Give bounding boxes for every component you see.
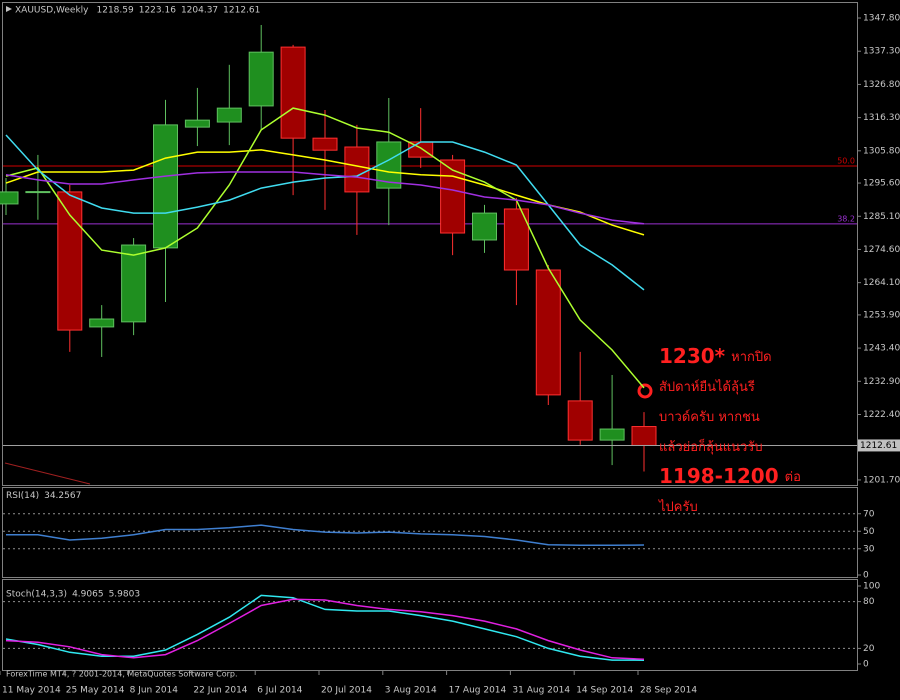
annotation: บาวด์ครับ หากชน: [659, 409, 760, 425]
candle-body: [184, 119, 210, 128]
y-tick-label: 1201.70: [863, 475, 900, 485]
y-tick-label: 1316.30: [863, 113, 900, 123]
annotation-part: 1198-1200: [659, 464, 779, 488]
annotation: สัปดาห์ยืนได้ลุ้นรี: [659, 379, 755, 395]
indicator-title: RSI(14): [6, 491, 39, 501]
y-tick-label: 100: [863, 582, 880, 592]
annotation: 1198-1200 ต่อ: [659, 464, 801, 488]
indicator-value: 34.2567: [44, 491, 81, 501]
annotation-part: แล้วย่อก็ลุ้นแนวรับ: [659, 437, 763, 455]
x-tick-label: 17 Aug 2014: [449, 686, 507, 696]
annotation: แล้วย่อก็ลุ้นแนวรับ: [659, 437, 763, 455]
x-tick-label: 8 Jun 2014: [130, 686, 179, 696]
candle-body: [535, 269, 561, 396]
annotation-part: หากปิด: [731, 350, 771, 365]
price-label: 1212.61: [860, 441, 897, 451]
candle-body: [503, 208, 529, 271]
ohlc-value: 1218.59: [97, 6, 134, 16]
stoch-frame: [2, 579, 858, 671]
y-tick-label: 1285.10: [863, 212, 900, 222]
y-tick-label: 1295.60: [863, 179, 900, 189]
candle-body: [567, 400, 593, 441]
symbol-label: XAUUSD,Weekly: [15, 6, 89, 16]
y-tick-label: 80: [863, 597, 875, 607]
y-tick-label: 30: [863, 544, 875, 554]
candle-body: [57, 191, 83, 331]
symbol-icon: [6, 6, 12, 12]
candle-body: [440, 159, 466, 234]
x-tick-label: 14 Sep 2014: [576, 686, 633, 696]
rsi-frame: [2, 487, 858, 578]
copyright: ForexTime MT4, ? 2001-2014, MetaQuotes S…: [6, 670, 238, 679]
annotation-part: บาวด์ครับ หากชน: [659, 409, 760, 425]
y-tick-label: 0: [863, 571, 869, 581]
y-tick-label: 50: [863, 527, 875, 537]
x-tick-label: 31 Aug 2014: [512, 686, 570, 696]
y-tick-label: 0: [863, 660, 869, 670]
candle-body: [631, 426, 657, 446]
x-tick-label: 6 Jul 2014: [257, 686, 302, 696]
y-tick-label: 1326.80: [863, 80, 900, 90]
x-tick-label: 28 Sep 2014: [640, 686, 697, 696]
indicator-value: 5.9803: [109, 590, 141, 600]
ohlc-value: 1212.61: [223, 6, 260, 16]
candle-body: [153, 124, 178, 249]
annotation: ไปครับ: [658, 499, 698, 515]
indicator-line: [6, 524, 645, 547]
annotation-part: ต่อ: [785, 470, 801, 485]
price-box: [858, 439, 900, 452]
indicator-line: [5, 171, 645, 225]
candle-body: [216, 107, 242, 123]
y-tick-label: 1305.80: [863, 146, 900, 156]
y-tick-label: 70: [863, 509, 875, 519]
fib-label: 50.0: [837, 156, 855, 165]
trend-line: [4, 462, 91, 485]
x-tick-label: 25 May 2014: [66, 686, 125, 696]
ohlc-value: 1223.16: [139, 6, 176, 16]
y-tick-label: 1243.40: [863, 344, 900, 354]
indicator-title: Stoch(14,3,3): [6, 590, 67, 600]
indicator-line: [5, 107, 645, 389]
candle-body: [472, 212, 497, 241]
y-tick-label: 1222.40: [863, 410, 900, 420]
y-tick-label: 1264.10: [863, 278, 900, 288]
indicator-line: [5, 598, 645, 661]
candle-body: [25, 191, 51, 194]
main-frame: [2, 2, 858, 486]
indicator-value: 4.9065: [72, 590, 104, 600]
candle-body: [0, 191, 19, 205]
candle-body: [248, 51, 274, 107]
candle-body: [280, 46, 306, 139]
fib-label: 38.2: [837, 214, 855, 223]
candle-body: [121, 244, 147, 323]
y-tick-label: 1274.60: [863, 245, 900, 255]
candle-body: [344, 146, 370, 193]
x-tick-label: 22 Jun 2014: [193, 686, 247, 696]
indicator-line: [5, 149, 645, 236]
y-tick-label: 1337.30: [863, 47, 900, 57]
ohlc-value: 1204.37: [181, 6, 218, 16]
annotation: 1230* หากปิด: [659, 344, 772, 368]
annotation-part: สัปดาห์ยืนได้ลุ้นรี: [659, 379, 755, 395]
y-tick-label: 1232.90: [863, 377, 900, 387]
annotation-part: 1230*: [659, 344, 726, 368]
annotation-part: ไปครับ: [658, 499, 698, 515]
x-tick-label: 11 May 2014: [2, 686, 61, 696]
y-tick-label: 1347.80: [863, 14, 900, 24]
indicator-line: [5, 134, 645, 291]
x-tick-label: 3 Aug 2014: [385, 686, 437, 696]
candle-body: [599, 428, 625, 441]
y-tick-label: 20: [863, 644, 875, 654]
candle-body: [312, 137, 338, 151]
y-tick-label: 1253.90: [863, 310, 900, 320]
target-marker: [637, 383, 653, 399]
x-tick-label: 20 Jul 2014: [321, 686, 372, 696]
candle-body: [89, 318, 115, 328]
